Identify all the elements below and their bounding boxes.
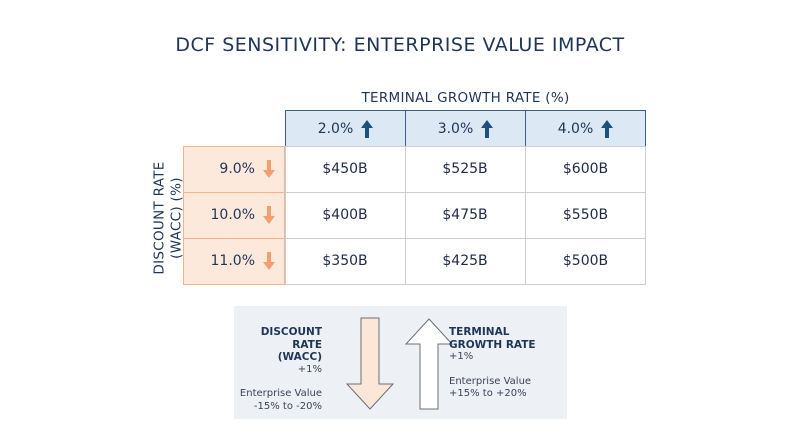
grid-cell: $350B bbox=[322, 253, 368, 269]
row-header-label: 9.0% bbox=[219, 161, 255, 177]
row-header-1: 9.0% bbox=[183, 146, 285, 192]
row-header-2: 10.0% bbox=[183, 192, 285, 238]
legend-left-effect-label: Enterprise Value bbox=[239, 388, 322, 399]
arrow-up-icon bbox=[601, 119, 614, 138]
legend-left-change: +1% bbox=[297, 363, 322, 375]
row-header-label: 11.0% bbox=[210, 253, 255, 269]
grid-cell: $400B bbox=[322, 207, 368, 223]
page-title: DCF SENSITIVITY: ENTERPRISE VALUE IMPACT bbox=[175, 34, 625, 56]
legend-right-effect-value: +15% to +20% bbox=[449, 388, 527, 399]
column-axis-title: TERMINAL GROWTH RATE (%) bbox=[361, 90, 570, 106]
arrow-down-icon bbox=[263, 160, 275, 178]
column-header-3: 4.0% bbox=[525, 110, 646, 147]
legend-panel: DISCOUNT RATE (WACC) +1% Enterprise Valu… bbox=[234, 306, 567, 419]
row-axis-title-line1: DISCOUNT RATE bbox=[152, 161, 168, 275]
row-header-divider bbox=[183, 238, 285, 239]
legend-terminal-growth: TERMINAL GROWTH RATE +1% Enterprise Valu… bbox=[449, 326, 559, 401]
grid-divider bbox=[285, 238, 646, 239]
column-header-label: 4.0% bbox=[557, 120, 594, 137]
legend-right-change: +1% bbox=[449, 351, 474, 362]
legend-down-arrow-icon bbox=[345, 317, 395, 410]
grid-cell: $600B bbox=[562, 161, 609, 177]
legend-up-arrow-icon bbox=[404, 318, 454, 410]
column-header-label: 3.0% bbox=[437, 120, 474, 137]
arrow-up-icon bbox=[481, 119, 494, 138]
grid-divider bbox=[285, 192, 646, 193]
legend-right-heading-1: TERMINAL bbox=[449, 326, 510, 338]
grid-divider bbox=[525, 146, 526, 285]
legend-discount-rate: DISCOUNT RATE (WACC) +1% Enterprise Valu… bbox=[234, 326, 322, 413]
row-header-divider bbox=[183, 192, 285, 193]
legend-left-heading-1: DISCOUNT RATE bbox=[260, 326, 322, 351]
grid-divider bbox=[405, 146, 406, 285]
arrow-up-icon bbox=[361, 119, 374, 138]
arrow-down-icon bbox=[263, 252, 275, 270]
column-header-2: 3.0% bbox=[405, 110, 526, 147]
legend-left-effect-value: -15% to -20% bbox=[253, 400, 322, 412]
legend-right-effect-label: Enterprise Value bbox=[449, 375, 532, 387]
grid-cell: $525B bbox=[442, 161, 488, 177]
legend-arrows bbox=[345, 317, 454, 410]
grid-cell: $425B bbox=[442, 253, 488, 269]
grid-cell: $450B bbox=[322, 161, 368, 177]
arrow-down-icon bbox=[263, 206, 275, 224]
column-header-1: 2.0% bbox=[285, 110, 406, 147]
grid-cell: $475B bbox=[442, 207, 488, 223]
sensitivity-grid bbox=[285, 146, 646, 285]
grid-cell: $550B bbox=[562, 207, 609, 223]
column-header-label: 2.0% bbox=[317, 120, 354, 137]
grid-cell: $500B bbox=[562, 253, 609, 269]
legend-right-heading-2: GROWTH RATE bbox=[449, 338, 536, 351]
row-header-3: 11.0% bbox=[183, 238, 285, 284]
legend-left-heading-2: (WACC) bbox=[277, 351, 322, 363]
row-header-label: 10.0% bbox=[210, 207, 255, 223]
